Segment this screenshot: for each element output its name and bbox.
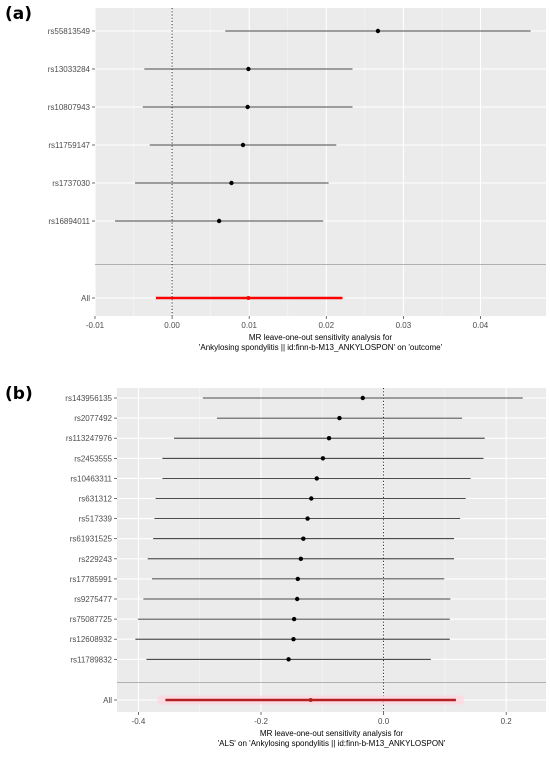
x-axis-title-line: MR leave-one-out sensitivity analysis fo… bbox=[260, 729, 404, 738]
y-tick-label: rs13033284 bbox=[48, 65, 91, 74]
x-axis-title-line: MR leave-one-out sensitivity analysis fo… bbox=[249, 333, 393, 342]
estimate-point bbox=[245, 104, 250, 110]
y-tick-label: rs113247976 bbox=[66, 434, 113, 443]
x-tick-label: -0.4 bbox=[132, 717, 146, 726]
summary-estimate-point bbox=[246, 296, 251, 300]
estimate-point bbox=[229, 180, 234, 186]
y-tick-label: rs17785991 bbox=[70, 575, 113, 584]
estimate-point bbox=[320, 456, 326, 461]
estimate-point bbox=[314, 476, 319, 481]
summary-estimate-point bbox=[308, 698, 313, 702]
estimate-point bbox=[360, 395, 365, 401]
panel-b-label: (b) bbox=[5, 384, 33, 404]
forest-plot-a: rs55813549 rs13033284 rs10807943 rs11759147… bbox=[48, 8, 546, 352]
plot-panel bbox=[117, 388, 546, 712]
y-tick-label: rs517339 bbox=[79, 515, 113, 524]
y-tick-label-all: All bbox=[81, 294, 90, 303]
x-tick-label: 0.04 bbox=[473, 321, 489, 330]
y-tick-label: rs9275477 bbox=[74, 595, 112, 604]
estimate-point bbox=[286, 657, 291, 662]
x-tick-label: 0.03 bbox=[396, 321, 412, 330]
y-tick-label: rs12608932 bbox=[70, 635, 113, 644]
x-tick-label: 0.2 bbox=[501, 717, 513, 726]
y-tick-label: rs11759147 bbox=[48, 141, 90, 150]
x-tick-label: -0.2 bbox=[254, 717, 268, 726]
estimate-point bbox=[216, 218, 222, 224]
plot-panel bbox=[95, 8, 546, 316]
estimate-point bbox=[246, 66, 251, 72]
estimate-point bbox=[326, 436, 332, 441]
y-tick-label: rs2077492 bbox=[74, 414, 112, 423]
estimate-point bbox=[291, 637, 296, 642]
x-tick-label: 0.02 bbox=[318, 321, 334, 330]
y-tick-label: rs11789832 bbox=[70, 655, 112, 664]
y-tick-label: rs61931525 bbox=[70, 535, 113, 544]
y-tick-label: rs631312 bbox=[79, 495, 113, 504]
y-tick-label: rs55813549 bbox=[48, 27, 91, 36]
estimate-point bbox=[305, 516, 310, 521]
y-tick-label: rs143956135 bbox=[65, 394, 112, 403]
estimate-point bbox=[295, 576, 300, 582]
y-tick-label: rs10807943 bbox=[48, 103, 91, 112]
estimate-point bbox=[309, 496, 314, 501]
panel-a-label: (a) bbox=[5, 4, 33, 24]
y-tick-label: rs2453555 bbox=[74, 454, 112, 463]
estimate-point bbox=[291, 616, 297, 622]
x-axis-title-line: 'Ankylosing spondylitis || id:finn-b-M13… bbox=[199, 343, 443, 352]
x-tick-label: 0.00 bbox=[164, 321, 180, 330]
estimate-point bbox=[240, 142, 246, 148]
estimate-point bbox=[294, 596, 300, 602]
y-tick-label-all: All bbox=[103, 696, 112, 705]
y-tick-label: rs75087725 bbox=[70, 615, 113, 624]
y-tick-label: rs16894011 bbox=[48, 217, 90, 226]
estimate-point bbox=[337, 415, 342, 421]
x-axis-title-line: 'ALS' on 'Ankylosing spondylitis || id:f… bbox=[218, 739, 446, 748]
panel-a: (a) rs55813549 rs13033284 rs10807943 rs1175… bbox=[0, 0, 550, 370]
y-tick-label: rs10463311 bbox=[70, 474, 112, 483]
x-tick-label: -0.01 bbox=[86, 321, 105, 330]
y-tick-label: rs1737030 bbox=[52, 179, 90, 188]
forest-plot-b: rs143956135 rs2077492 rs113247976 rs2453555… bbox=[65, 388, 546, 748]
estimate-point bbox=[375, 28, 381, 34]
y-tick-label: rs229243 bbox=[79, 555, 113, 564]
x-tick-label: 0.01 bbox=[241, 321, 257, 330]
x-tick-label: 0.0 bbox=[378, 717, 390, 726]
panel-b: (b) rs143956135 rs2077492 rs113247976 rs245… bbox=[0, 378, 550, 758]
estimate-point bbox=[301, 536, 306, 541]
estimate-point bbox=[298, 556, 304, 561]
